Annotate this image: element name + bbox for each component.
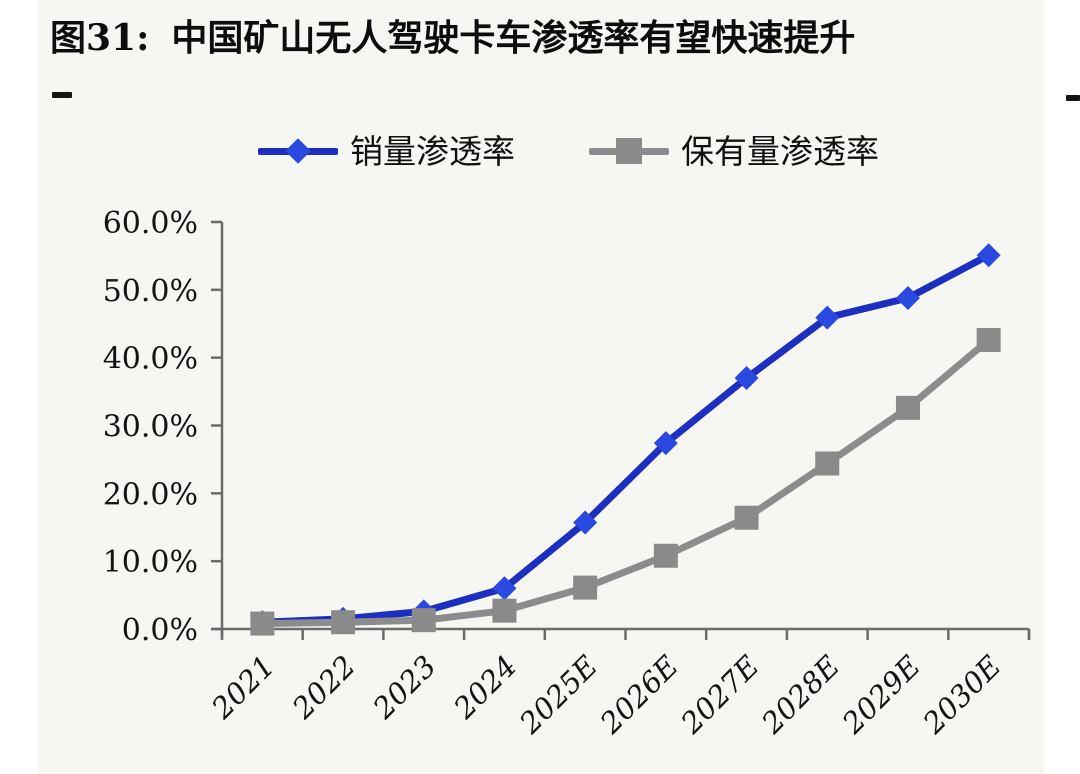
series-1-point-square (734, 505, 759, 530)
x-tick-label: 2029E (835, 649, 927, 741)
title-underline-dash (52, 92, 72, 98)
series-1-point-square (250, 611, 275, 636)
sales-line-diamond-swatch (258, 136, 338, 166)
x-tick-label: 2025E (512, 649, 604, 741)
square-marker-icon (616, 138, 642, 164)
figure-title: 中国矿山无人驾驶卡车渗透率有望快速提升 (171, 17, 856, 59)
series-0-point-diamond (815, 305, 840, 330)
x-tick-label: 2022 (285, 649, 362, 726)
y-tick-label: 40.0% (103, 342, 198, 377)
series-1-point-square (653, 543, 678, 568)
legend-item-sales: 销量渗透率 (258, 135, 515, 168)
series-1-point-square (573, 575, 598, 600)
x-tick-label: 2028E (754, 649, 846, 741)
chart-legend: 销量渗透率 保有量渗透率 (258, 128, 879, 174)
x-tick-label: 2024 (446, 649, 523, 726)
legend-item-ownership: 保有量渗透率 (589, 135, 879, 168)
series-0-line (258, 251, 993, 626)
y-tick-label: 20.0% (103, 477, 198, 512)
series-0-point-diamond (895, 285, 920, 310)
legend-label-ownership: 保有量渗透率 (681, 131, 879, 171)
y-tick-label: 30.0% (103, 410, 198, 445)
x-tick-label: 2026E (593, 649, 685, 741)
series-1-line (258, 336, 993, 628)
series-0-point-diamond (976, 243, 1001, 268)
y-tick-label: 0.0% (122, 613, 198, 648)
series-0-point-diamond (734, 366, 759, 391)
series-1-point-square (895, 395, 920, 420)
series-1-point-square (492, 598, 517, 623)
series-1-point-square (976, 328, 1001, 353)
series-0-point-diamond (653, 431, 678, 456)
series-1-point-square (331, 610, 356, 635)
legend-label-sales: 销量渗透率 (350, 131, 515, 171)
series-1-point-square (815, 451, 840, 476)
series-0-point-diamond (492, 576, 517, 601)
y-tick-label: 60.0% (103, 206, 198, 241)
right-edge-dash (1066, 95, 1080, 101)
figure-header: 图31: 中国矿山无人驾驶卡车渗透率有望快速提升 (50, 16, 1030, 60)
x-tick-label: 2021 (204, 649, 281, 726)
y-tick-label: 50.0% (103, 274, 198, 309)
series-0-point-diamond (573, 510, 598, 535)
figure-panel (38, 0, 1044, 774)
x-tick-label: 2027E (674, 649, 766, 741)
figure-number-label: 图31: (50, 17, 150, 59)
y-tick-label: 10.0% (103, 545, 198, 580)
x-tick-label: 2023 (366, 649, 443, 726)
series-1-point-square (411, 608, 436, 633)
ownership-line-square-swatch (589, 136, 669, 166)
x-tick-label: 2030E (916, 649, 1008, 741)
